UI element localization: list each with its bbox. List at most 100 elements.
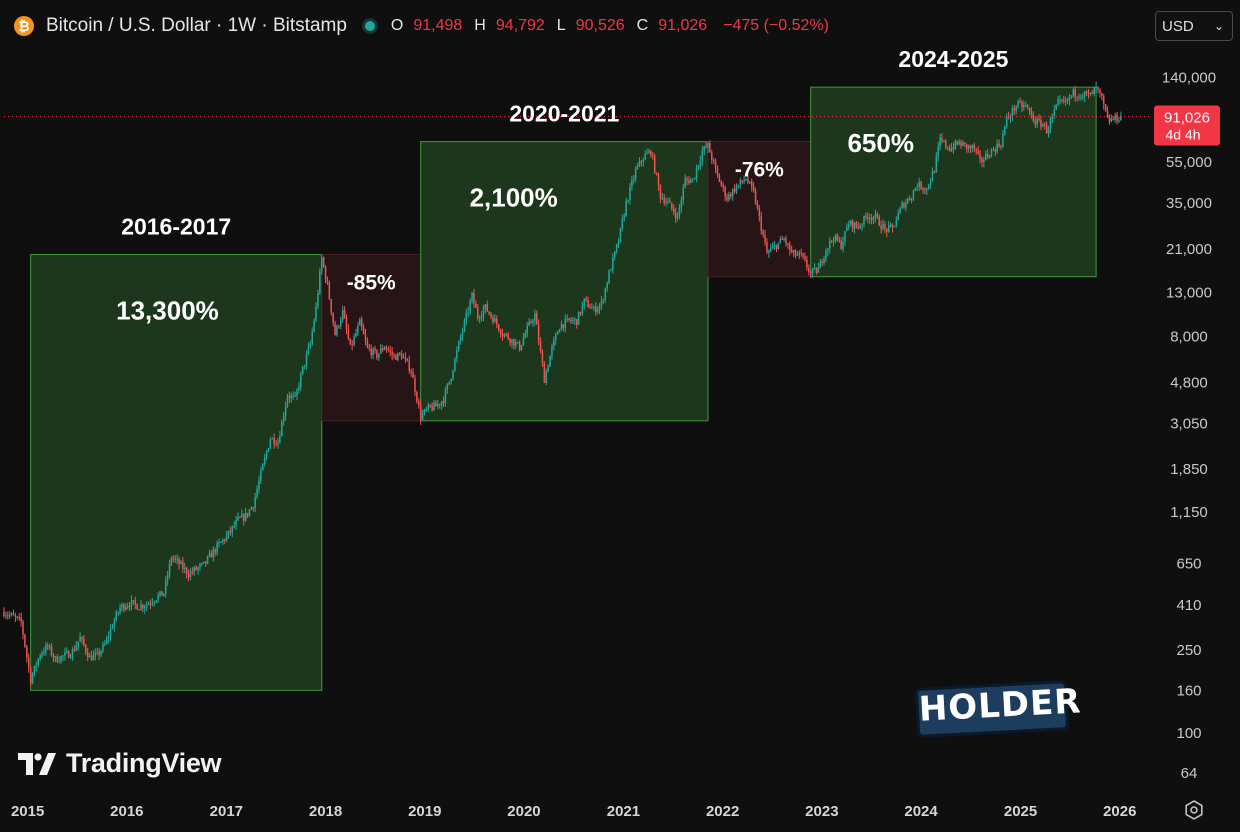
y-tick-label: 160 [1176, 682, 1201, 699]
low-label: L [556, 17, 566, 34]
candle-body [946, 146, 949, 149]
candle-body [809, 272, 812, 274]
candle-body [102, 644, 104, 651]
candle-body [1101, 92, 1103, 97]
candle-body [849, 220, 852, 225]
candle-body [939, 137, 941, 147]
y-tick-label: 13,000 [1166, 285, 1212, 302]
candle-body [1089, 92, 1092, 94]
candle-body [400, 354, 403, 359]
candle-body [364, 334, 367, 341]
candle-body [496, 318, 498, 325]
candle-body [667, 201, 669, 203]
candle-body [518, 342, 521, 351]
candle-body [50, 646, 53, 655]
candle-body [1005, 116, 1008, 127]
x-tick-label: 2026 [1103, 803, 1136, 820]
candle-body [383, 347, 386, 350]
candle-body [478, 317, 481, 319]
candle-body [5, 615, 7, 617]
candle-body [67, 651, 70, 658]
candle-body [1040, 119, 1042, 127]
change-value: −475 (−0.52%) [723, 17, 829, 34]
candle-body [716, 167, 719, 176]
zone-labels: 2016-2017 13,300% -85% 2020-2021 2,100% -76% 2… [116, 46, 1008, 325]
candle-body [128, 606, 131, 608]
candle-body [486, 304, 489, 312]
candle-body [92, 655, 95, 661]
zone-percent-label: -85% [347, 272, 396, 295]
candle-body [109, 628, 112, 637]
candle-body [105, 637, 108, 644]
last-price-value: 91,026 [1164, 110, 1210, 127]
candle-body [1082, 96, 1084, 98]
candle-body [975, 148, 978, 151]
candle-body [398, 353, 401, 355]
candle-body [58, 661, 60, 663]
candle-body [387, 349, 390, 351]
candle-body [12, 613, 15, 616]
candle-body [931, 171, 934, 182]
candle-body [983, 159, 985, 162]
x-axis[interactable]: 2015 2016 2017 2018 2019 2020 2021 2022 2023 2024… [11, 803, 1136, 820]
candle-body [341, 309, 344, 320]
candle-body [851, 220, 854, 229]
candle-body [134, 600, 137, 605]
candle-body [1066, 99, 1069, 101]
candle-body [912, 190, 915, 198]
y-tick-label: 1,150 [1170, 504, 1208, 521]
candle-body [1017, 101, 1019, 107]
candle-body [606, 283, 608, 289]
candle-body [343, 309, 346, 319]
candle-body [168, 563, 171, 576]
y-tick-label: 410 [1176, 597, 1201, 614]
tradingview-logo[interactable]: TradingView [18, 748, 222, 779]
candle-body [303, 364, 306, 367]
candle-body [762, 230, 764, 236]
y-axis[interactable]: 140,000 55,000 35,000 21,000 13,000 8,000 4,80… [1162, 70, 1216, 783]
candle-body [286, 396, 289, 407]
candle-body [781, 239, 783, 241]
candle-body [113, 620, 116, 628]
currency-select[interactable]: USD ⌄ [1155, 11, 1233, 41]
candle-body [712, 160, 715, 162]
candle-body [941, 137, 943, 141]
candle-body [121, 604, 123, 608]
symbol-header[interactable]: ₿ Bitcoin / U.S. Dollar · 1W · Bitstamp … [14, 12, 829, 40]
bitcoin-icon: ₿ [14, 16, 34, 36]
candle-body [655, 172, 658, 175]
candle-body [743, 180, 745, 182]
candle-body [1070, 95, 1073, 97]
candle-body [876, 213, 879, 217]
candle-body [1112, 118, 1115, 120]
candle-body [484, 304, 487, 310]
candle-body [378, 353, 380, 358]
candle-body [130, 600, 133, 607]
candle-body [431, 406, 433, 411]
candle-body [357, 325, 359, 333]
candle-body [187, 574, 190, 578]
candle-body [157, 595, 159, 601]
candle-body [123, 604, 125, 610]
candle-body [707, 142, 709, 148]
symbol-title[interactable]: Bitcoin / U.S. Dollar · 1W · Bitstamp [46, 15, 347, 36]
candle-body [239, 516, 241, 518]
x-tick-label: 2023 [805, 803, 838, 820]
candle-body [340, 319, 342, 327]
candle-body [18, 617, 20, 619]
candle-body [296, 389, 298, 396]
candle-body [945, 140, 947, 147]
candle-body [182, 561, 184, 569]
gear-icon[interactable] [1184, 800, 1204, 820]
candle-body [1057, 99, 1059, 105]
candle-body [730, 194, 732, 197]
candle-body [594, 306, 597, 313]
candle-body [210, 553, 213, 558]
candle-body [669, 201, 671, 203]
candle-body [558, 329, 561, 333]
candle-body [201, 562, 203, 565]
candle-body [760, 216, 763, 231]
